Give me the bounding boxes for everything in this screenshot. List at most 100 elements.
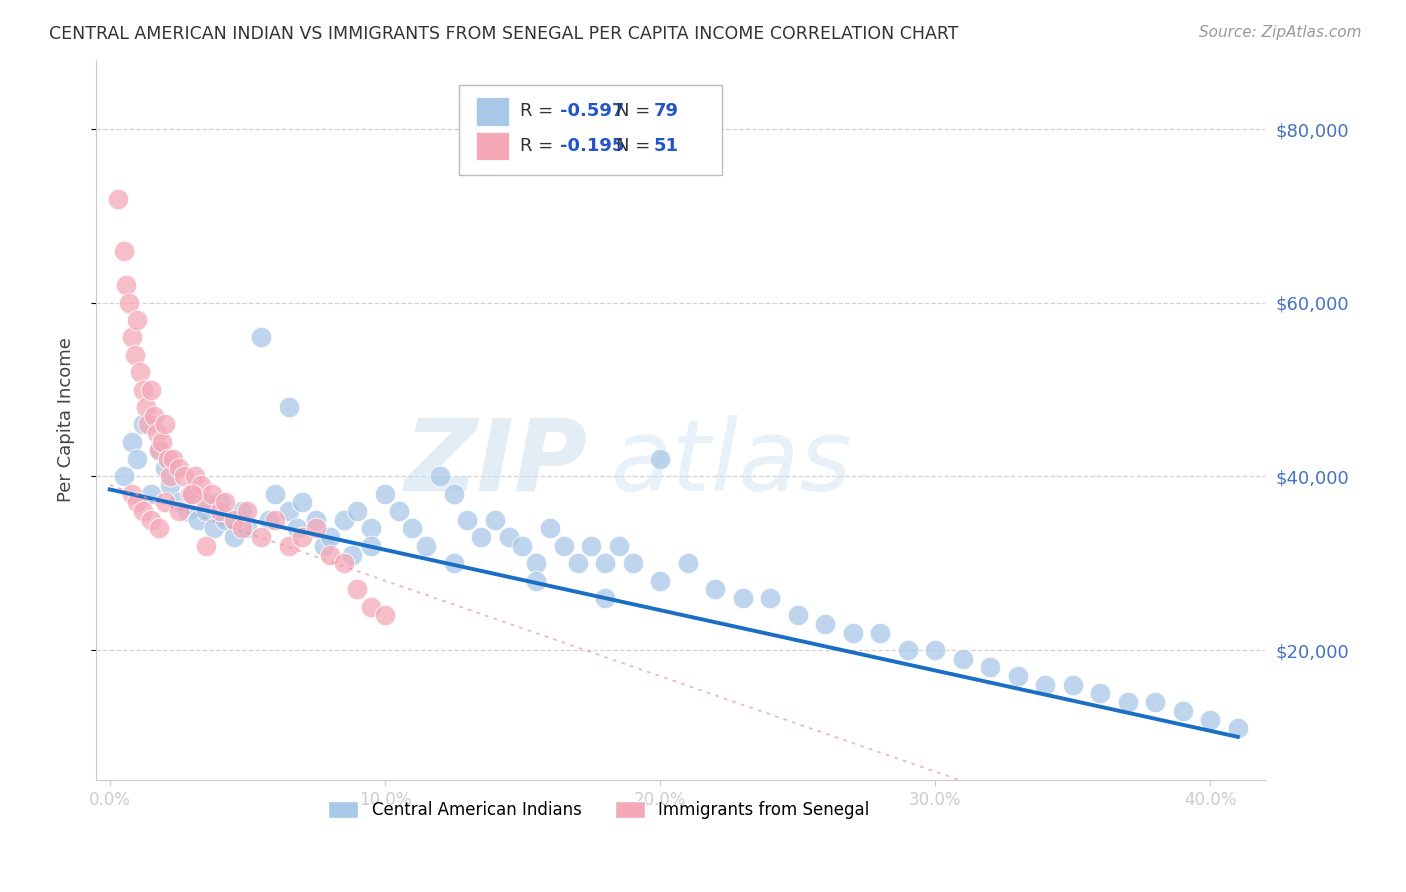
- Point: [263, 513, 285, 527]
- Point: [167, 495, 190, 509]
- Point: [759, 591, 782, 605]
- Point: [107, 192, 129, 206]
- Text: N =: N =: [616, 103, 657, 120]
- Point: [415, 539, 437, 553]
- Point: [346, 582, 368, 597]
- Point: [1199, 713, 1222, 727]
- Point: [167, 460, 190, 475]
- Point: [676, 556, 699, 570]
- Text: ZIP: ZIP: [404, 415, 588, 512]
- Point: [121, 487, 143, 501]
- Point: [374, 608, 396, 623]
- Point: [1033, 678, 1056, 692]
- Text: -0.195: -0.195: [560, 137, 624, 155]
- Point: [388, 504, 411, 518]
- Point: [195, 504, 218, 518]
- Point: [429, 469, 451, 483]
- Point: [195, 495, 218, 509]
- Point: [127, 313, 149, 327]
- Point: [156, 452, 179, 467]
- Point: [250, 530, 273, 544]
- Point: [181, 487, 204, 501]
- Point: [124, 348, 146, 362]
- Point: [135, 400, 157, 414]
- Point: [139, 487, 162, 501]
- Point: [167, 504, 190, 518]
- Point: [222, 513, 245, 527]
- Point: [285, 521, 308, 535]
- Point: [236, 521, 259, 535]
- Text: -0.597: -0.597: [560, 103, 624, 120]
- Point: [148, 443, 170, 458]
- Point: [121, 434, 143, 449]
- Point: [360, 521, 382, 535]
- Text: atlas: atlas: [610, 415, 852, 512]
- Point: [305, 513, 328, 527]
- Point: [648, 452, 671, 467]
- Point: [277, 504, 299, 518]
- Point: [263, 487, 285, 501]
- Point: [222, 530, 245, 544]
- Point: [731, 591, 754, 605]
- Point: [814, 617, 837, 632]
- Point: [1116, 695, 1139, 709]
- Point: [1171, 704, 1194, 718]
- Point: [195, 539, 218, 553]
- Point: [184, 469, 207, 483]
- Point: [1062, 678, 1084, 692]
- Point: [593, 556, 616, 570]
- Point: [208, 495, 231, 509]
- Point: [305, 521, 328, 535]
- Point: [190, 478, 212, 492]
- Point: [127, 495, 149, 509]
- Point: [332, 513, 354, 527]
- Point: [1090, 686, 1112, 700]
- Point: [153, 417, 176, 432]
- Point: [704, 582, 727, 597]
- Point: [291, 495, 314, 509]
- Point: [139, 383, 162, 397]
- Point: [374, 487, 396, 501]
- FancyBboxPatch shape: [458, 85, 721, 175]
- Point: [139, 513, 162, 527]
- Point: [187, 513, 209, 527]
- Text: CENTRAL AMERICAN INDIAN VS IMMIGRANTS FROM SENEGAL PER CAPITA INCOME CORRELATION: CENTRAL AMERICAN INDIAN VS IMMIGRANTS FR…: [49, 25, 959, 43]
- Point: [142, 409, 165, 423]
- Point: [470, 530, 492, 544]
- Point: [145, 425, 167, 440]
- Text: 79: 79: [654, 103, 679, 120]
- Point: [648, 574, 671, 588]
- Point: [150, 434, 173, 449]
- Point: [869, 625, 891, 640]
- Point: [231, 521, 253, 535]
- Text: R =: R =: [520, 103, 560, 120]
- Point: [200, 487, 222, 501]
- Point: [181, 487, 204, 501]
- Point: [118, 295, 141, 310]
- Point: [581, 539, 603, 553]
- Point: [153, 495, 176, 509]
- Text: 51: 51: [654, 137, 679, 155]
- Point: [132, 504, 155, 518]
- Point: [952, 651, 974, 665]
- Point: [346, 504, 368, 518]
- Point: [360, 599, 382, 614]
- Point: [148, 521, 170, 535]
- Point: [456, 513, 478, 527]
- Bar: [477, 97, 509, 126]
- Point: [121, 330, 143, 344]
- Point: [112, 469, 135, 483]
- Point: [512, 539, 534, 553]
- Point: [786, 608, 808, 623]
- Point: [148, 443, 170, 458]
- Point: [214, 495, 236, 509]
- Point: [127, 452, 149, 467]
- Point: [553, 539, 575, 553]
- Point: [153, 460, 176, 475]
- Point: [173, 469, 195, 483]
- Legend: Central American Indians, Immigrants from Senegal: Central American Indians, Immigrants fro…: [322, 795, 876, 826]
- Point: [132, 417, 155, 432]
- Point: [607, 539, 630, 553]
- Text: R =: R =: [520, 137, 560, 155]
- Point: [179, 487, 201, 501]
